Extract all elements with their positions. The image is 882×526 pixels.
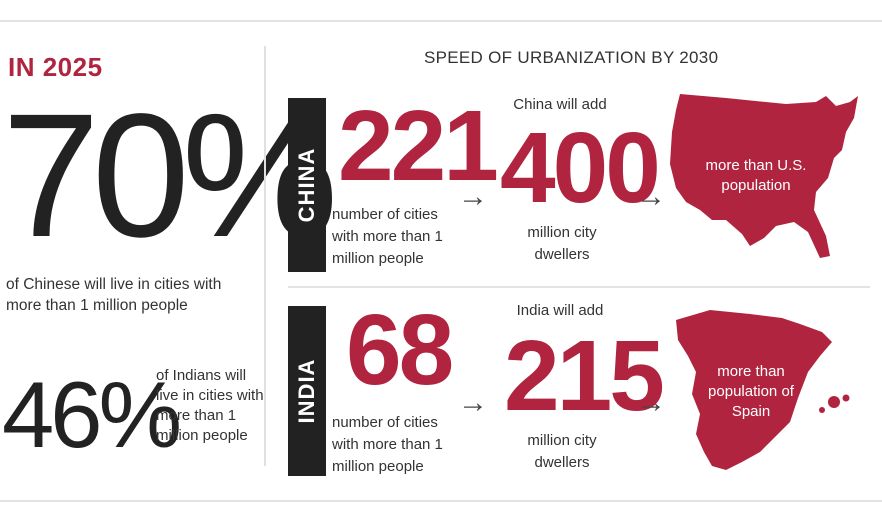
india-band-label: INDIA xyxy=(294,358,319,424)
china-add-desc: million city dwellers xyxy=(527,224,597,263)
india-percent: 46% xyxy=(2,362,182,467)
china-percent: 70% xyxy=(2,78,338,274)
arrow-right-icon: → xyxy=(458,180,488,213)
india-percent-desc: of Indians will live in cities with more… xyxy=(156,367,264,444)
india-cities-desc: number of cities with more than 1 millio… xyxy=(332,414,443,475)
row-divider xyxy=(288,286,870,288)
india-band: INDIA xyxy=(288,306,326,476)
china-add-count: 400 xyxy=(500,112,661,224)
arrow-right-icon: → xyxy=(458,386,488,419)
china-band: CHINA xyxy=(288,98,326,272)
arrow-right-icon: → xyxy=(636,386,666,419)
china-cities-count: 221 xyxy=(338,90,499,202)
year-heading: IN 2025 xyxy=(8,52,103,82)
india-add-desc: million city dwellers xyxy=(527,432,597,471)
china-band-label: CHINA xyxy=(294,147,319,223)
arrow-right-icon: → xyxy=(636,180,666,213)
top-rule xyxy=(0,20,882,22)
bottom-rule xyxy=(0,500,882,502)
section-title: SPEED OF URBANIZATION BY 2030 xyxy=(424,48,719,67)
usa-map-label: more than U.S. population xyxy=(705,157,807,194)
usa-map-icon xyxy=(670,94,858,258)
china-will-add-label: China will add xyxy=(513,96,607,113)
china-cities-desc: number of cities with more than 1 millio… xyxy=(332,206,443,267)
spain-map-icon xyxy=(676,310,850,470)
panel-divider xyxy=(264,46,266,466)
india-cities-count: 68 xyxy=(346,294,454,406)
india-will-add-label: India will add xyxy=(516,302,604,319)
spain-map-label: more than population of Spain xyxy=(708,363,794,420)
india-add-count: 215 xyxy=(504,320,665,432)
china-percent-desc: of Chinese will live in cities with more… xyxy=(6,276,222,314)
